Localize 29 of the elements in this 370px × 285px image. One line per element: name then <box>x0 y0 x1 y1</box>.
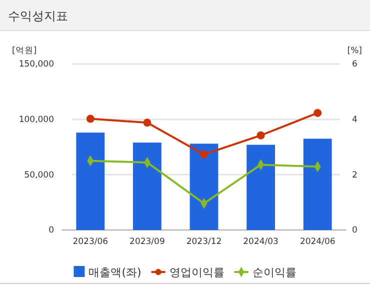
point <box>314 108 322 117</box>
x-tick-label: 2024/03 <box>243 237 278 248</box>
legend-label: 순이익률 <box>252 266 296 279</box>
y-axis-title: [억원] <box>12 46 37 56</box>
bar <box>76 132 105 230</box>
y2-tick-label: 6 <box>352 60 358 70</box>
x-tick-label: 2023/06 <box>72 237 108 248</box>
legend-label: 영업이익률 <box>169 266 224 279</box>
y2-tick-label: 0 <box>352 226 358 236</box>
x-tick-label: 2024/06 <box>300 237 336 248</box>
x-tick-label: 2023/09 <box>130 237 165 248</box>
bar <box>133 142 162 230</box>
chart-title: 수익성지표 <box>8 9 68 23</box>
y2-tick-label: 2 <box>352 170 358 180</box>
legend-label: 매출액(좌) <box>88 266 142 279</box>
y2-tick-label: 4 <box>352 115 358 126</box>
point <box>143 118 152 127</box>
bar <box>303 138 332 230</box>
y2-axis-title: [%] <box>347 46 362 56</box>
bar <box>246 144 275 230</box>
y-tick-label: 0 <box>48 226 54 236</box>
point <box>86 114 94 123</box>
y-tick-label: 150,000 <box>18 60 54 70</box>
x-tick-label: 2023/12 <box>186 237 222 248</box>
point <box>200 150 208 158</box>
point <box>256 131 265 140</box>
bar <box>190 144 218 230</box>
y-tick-label: 100,000 <box>18 115 54 126</box>
y-tick-label: 50,000 <box>24 170 54 180</box>
